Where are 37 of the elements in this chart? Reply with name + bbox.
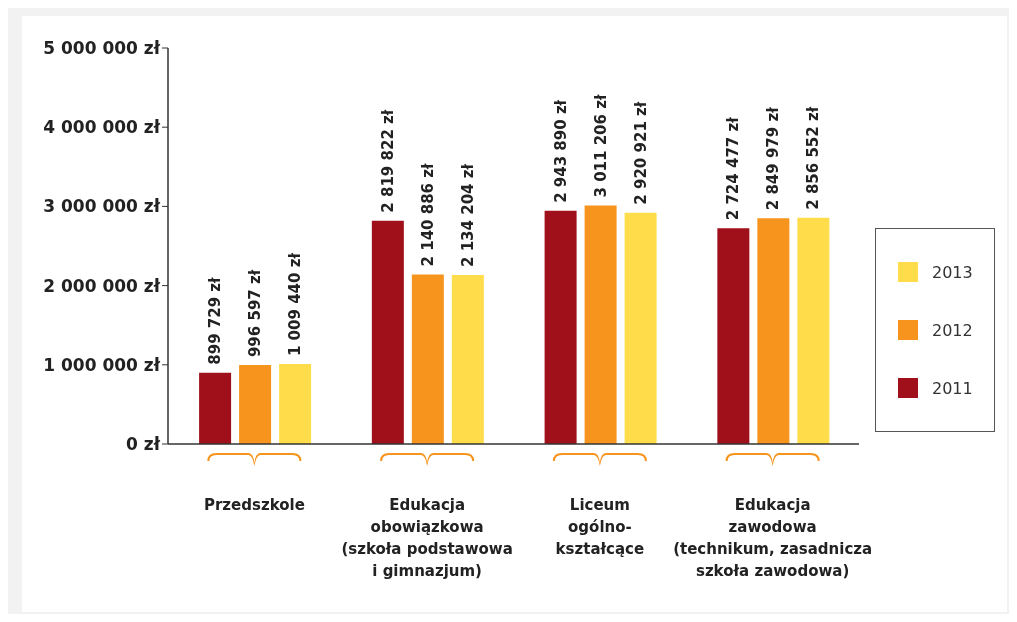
- data-label: 2 920 921 zł: [631, 101, 650, 205]
- data-label: 2 943 890 zł: [551, 99, 570, 203]
- data-label: 3 011 206 zł: [591, 94, 610, 198]
- data-label: 2 849 979 zł: [764, 106, 783, 211]
- legend-label: 2011: [932, 378, 973, 398]
- bar: [624, 212, 657, 444]
- data-label: 996 597 zł: [246, 269, 265, 358]
- data-label: 1 009 440 zł: [286, 252, 305, 357]
- bar: [239, 365, 272, 444]
- y-tick-label: 3 000 000 zł: [43, 196, 161, 217]
- bar: [757, 218, 790, 444]
- x-tick-label: Przedszkole: [203, 496, 305, 514]
- bar: [279, 364, 312, 444]
- y-tick-label: 0 zł: [126, 434, 161, 455]
- y-tick-label: 1 000 000 zł: [43, 354, 161, 375]
- bar: [584, 205, 617, 444]
- bar: [371, 220, 404, 444]
- data-label: 2 856 552 zł: [804, 106, 823, 210]
- bar: [544, 210, 577, 444]
- data-label: 2 134 204 zł: [458, 163, 477, 267]
- bar: [797, 217, 830, 444]
- y-tick-label: 4 000 000 zł: [43, 117, 161, 138]
- x-tick-label: Edukacja obowiązkowa (szkoła podstawowa i gimnazjum): [341, 496, 513, 580]
- x-tick-label: Liceum ogólno- kształcące: [555, 496, 645, 558]
- y-tick-label: 5 000 000 zł: [43, 38, 161, 59]
- data-label: 2 819 822 zł: [378, 109, 397, 213]
- bar: [717, 228, 750, 444]
- data-label: 899 729 zł: [206, 276, 225, 365]
- legend-label: 2013: [932, 262, 973, 282]
- data-label: 2 140 886 zł: [418, 162, 437, 267]
- x-tick-label: Edukacja zawodowa (technikum, zasadnicza szkoła zawodowa): [673, 496, 873, 580]
- bar: [411, 274, 444, 444]
- data-label: 2 724 477 zł: [724, 116, 743, 221]
- legend-label: 2012: [932, 320, 973, 340]
- bar: [451, 274, 484, 444]
- y-tick-label: 2 000 000 zł: [43, 275, 161, 296]
- bar: [199, 372, 232, 444]
